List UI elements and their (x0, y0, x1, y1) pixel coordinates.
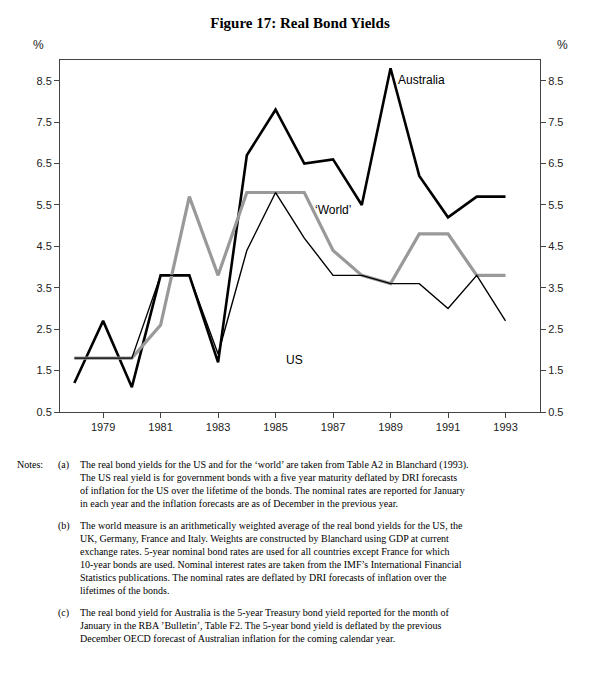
svg-text:The real bond yields for the U: The real bond yields for the US and for … (80, 459, 469, 509)
svg-text:1989: 1989 (378, 421, 402, 433)
svg-text:Notes:: Notes: (17, 459, 43, 470)
svg-text:1981: 1981 (148, 421, 172, 433)
svg-text:1979: 1979 (91, 421, 115, 433)
svg-text:1991: 1991 (436, 421, 460, 433)
svg-text:6.5: 6.5 (548, 157, 563, 169)
svg-text:%: % (33, 38, 44, 52)
svg-text:2.5: 2.5 (548, 323, 563, 335)
svg-text:(c): (c) (58, 607, 69, 619)
svg-text:2.5: 2.5 (37, 323, 52, 335)
svg-text:(b): (b) (58, 520, 70, 532)
svg-text:1.5: 1.5 (548, 364, 563, 376)
svg-text:3.5: 3.5 (548, 282, 563, 294)
svg-text:1993: 1993 (493, 421, 517, 433)
svg-text:5.5: 5.5 (37, 199, 52, 211)
svg-text:4.5: 4.5 (548, 240, 563, 252)
svg-text:1987: 1987 (321, 421, 345, 433)
svg-text:(a): (a) (58, 459, 69, 471)
svg-text:7.5: 7.5 (548, 116, 563, 128)
svg-text:%: % (557, 38, 568, 52)
svg-text:The real bond yield for Austra: The real bond yield for Australia is the… (80, 607, 449, 644)
svg-text:0.5: 0.5 (548, 406, 563, 418)
svg-text:Australia: Australia (398, 73, 445, 87)
svg-text:1985: 1985 (263, 421, 287, 433)
svg-text:3.5: 3.5 (37, 282, 52, 294)
svg-text:1.5: 1.5 (37, 364, 52, 376)
svg-text:7.5: 7.5 (37, 116, 52, 128)
svg-text:6.5: 6.5 (37, 157, 52, 169)
svg-text:4.5: 4.5 (37, 240, 52, 252)
svg-text:1983: 1983 (206, 421, 230, 433)
svg-text:0.5: 0.5 (37, 406, 52, 418)
svg-text:The world measure is an arithm: The world measure is an arithmetically w… (80, 520, 463, 596)
svg-text:Figure 17: Real Bond Yields: Figure 17: Real Bond Yields (210, 15, 390, 31)
svg-text:8.5: 8.5 (37, 75, 52, 87)
svg-text:US: US (286, 353, 303, 367)
svg-text:8.5: 8.5 (548, 75, 563, 87)
svg-text:5.5: 5.5 (548, 199, 563, 211)
svg-text:‘World’: ‘World’ (315, 203, 351, 217)
